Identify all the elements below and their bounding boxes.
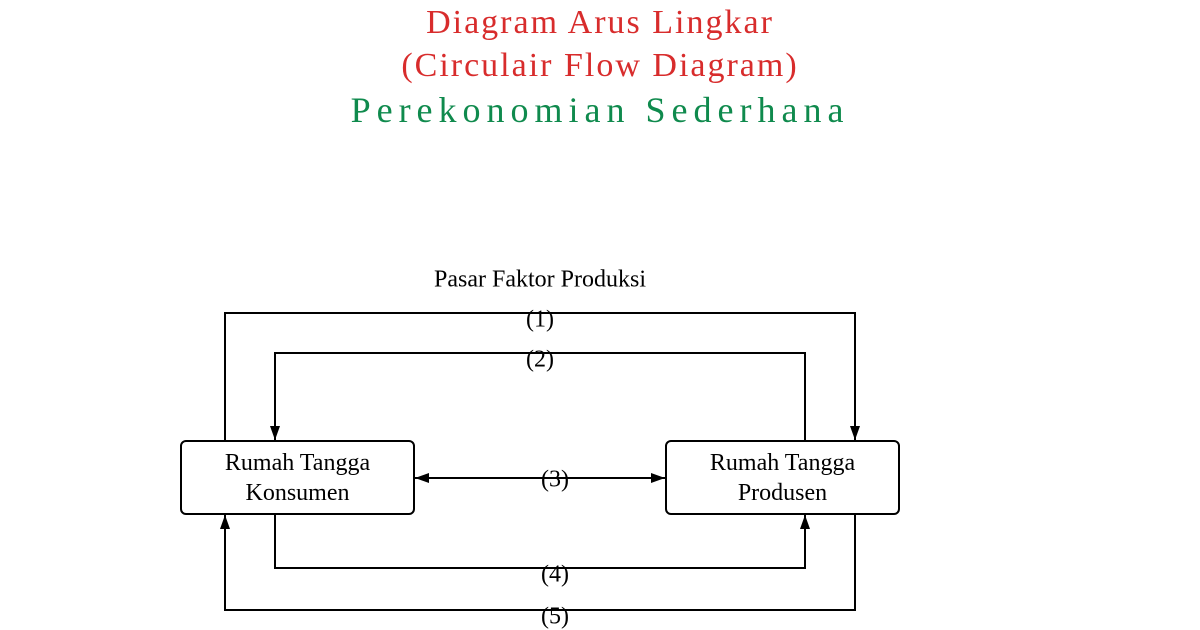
label-n2: (2)	[526, 347, 554, 374]
node-konsumen: Rumah TanggaKonsumen	[180, 440, 415, 515]
node-produsen: Rumah TanggaProdusen	[665, 440, 900, 515]
page: Diagram Arus Lingkar (Circulair Flow Dia…	[0, 0, 1200, 630]
edge-inner_bottom	[275, 515, 805, 568]
label-market_top: Pasar Faktor Produksi	[434, 267, 646, 294]
edge-outer_bottom	[225, 515, 855, 610]
label-n3: (3)	[541, 467, 569, 494]
label-n5: (5)	[541, 604, 569, 630]
label-n4: (4)	[541, 562, 569, 589]
label-n1: (1)	[526, 307, 554, 334]
diagram-edges	[0, 0, 1200, 630]
